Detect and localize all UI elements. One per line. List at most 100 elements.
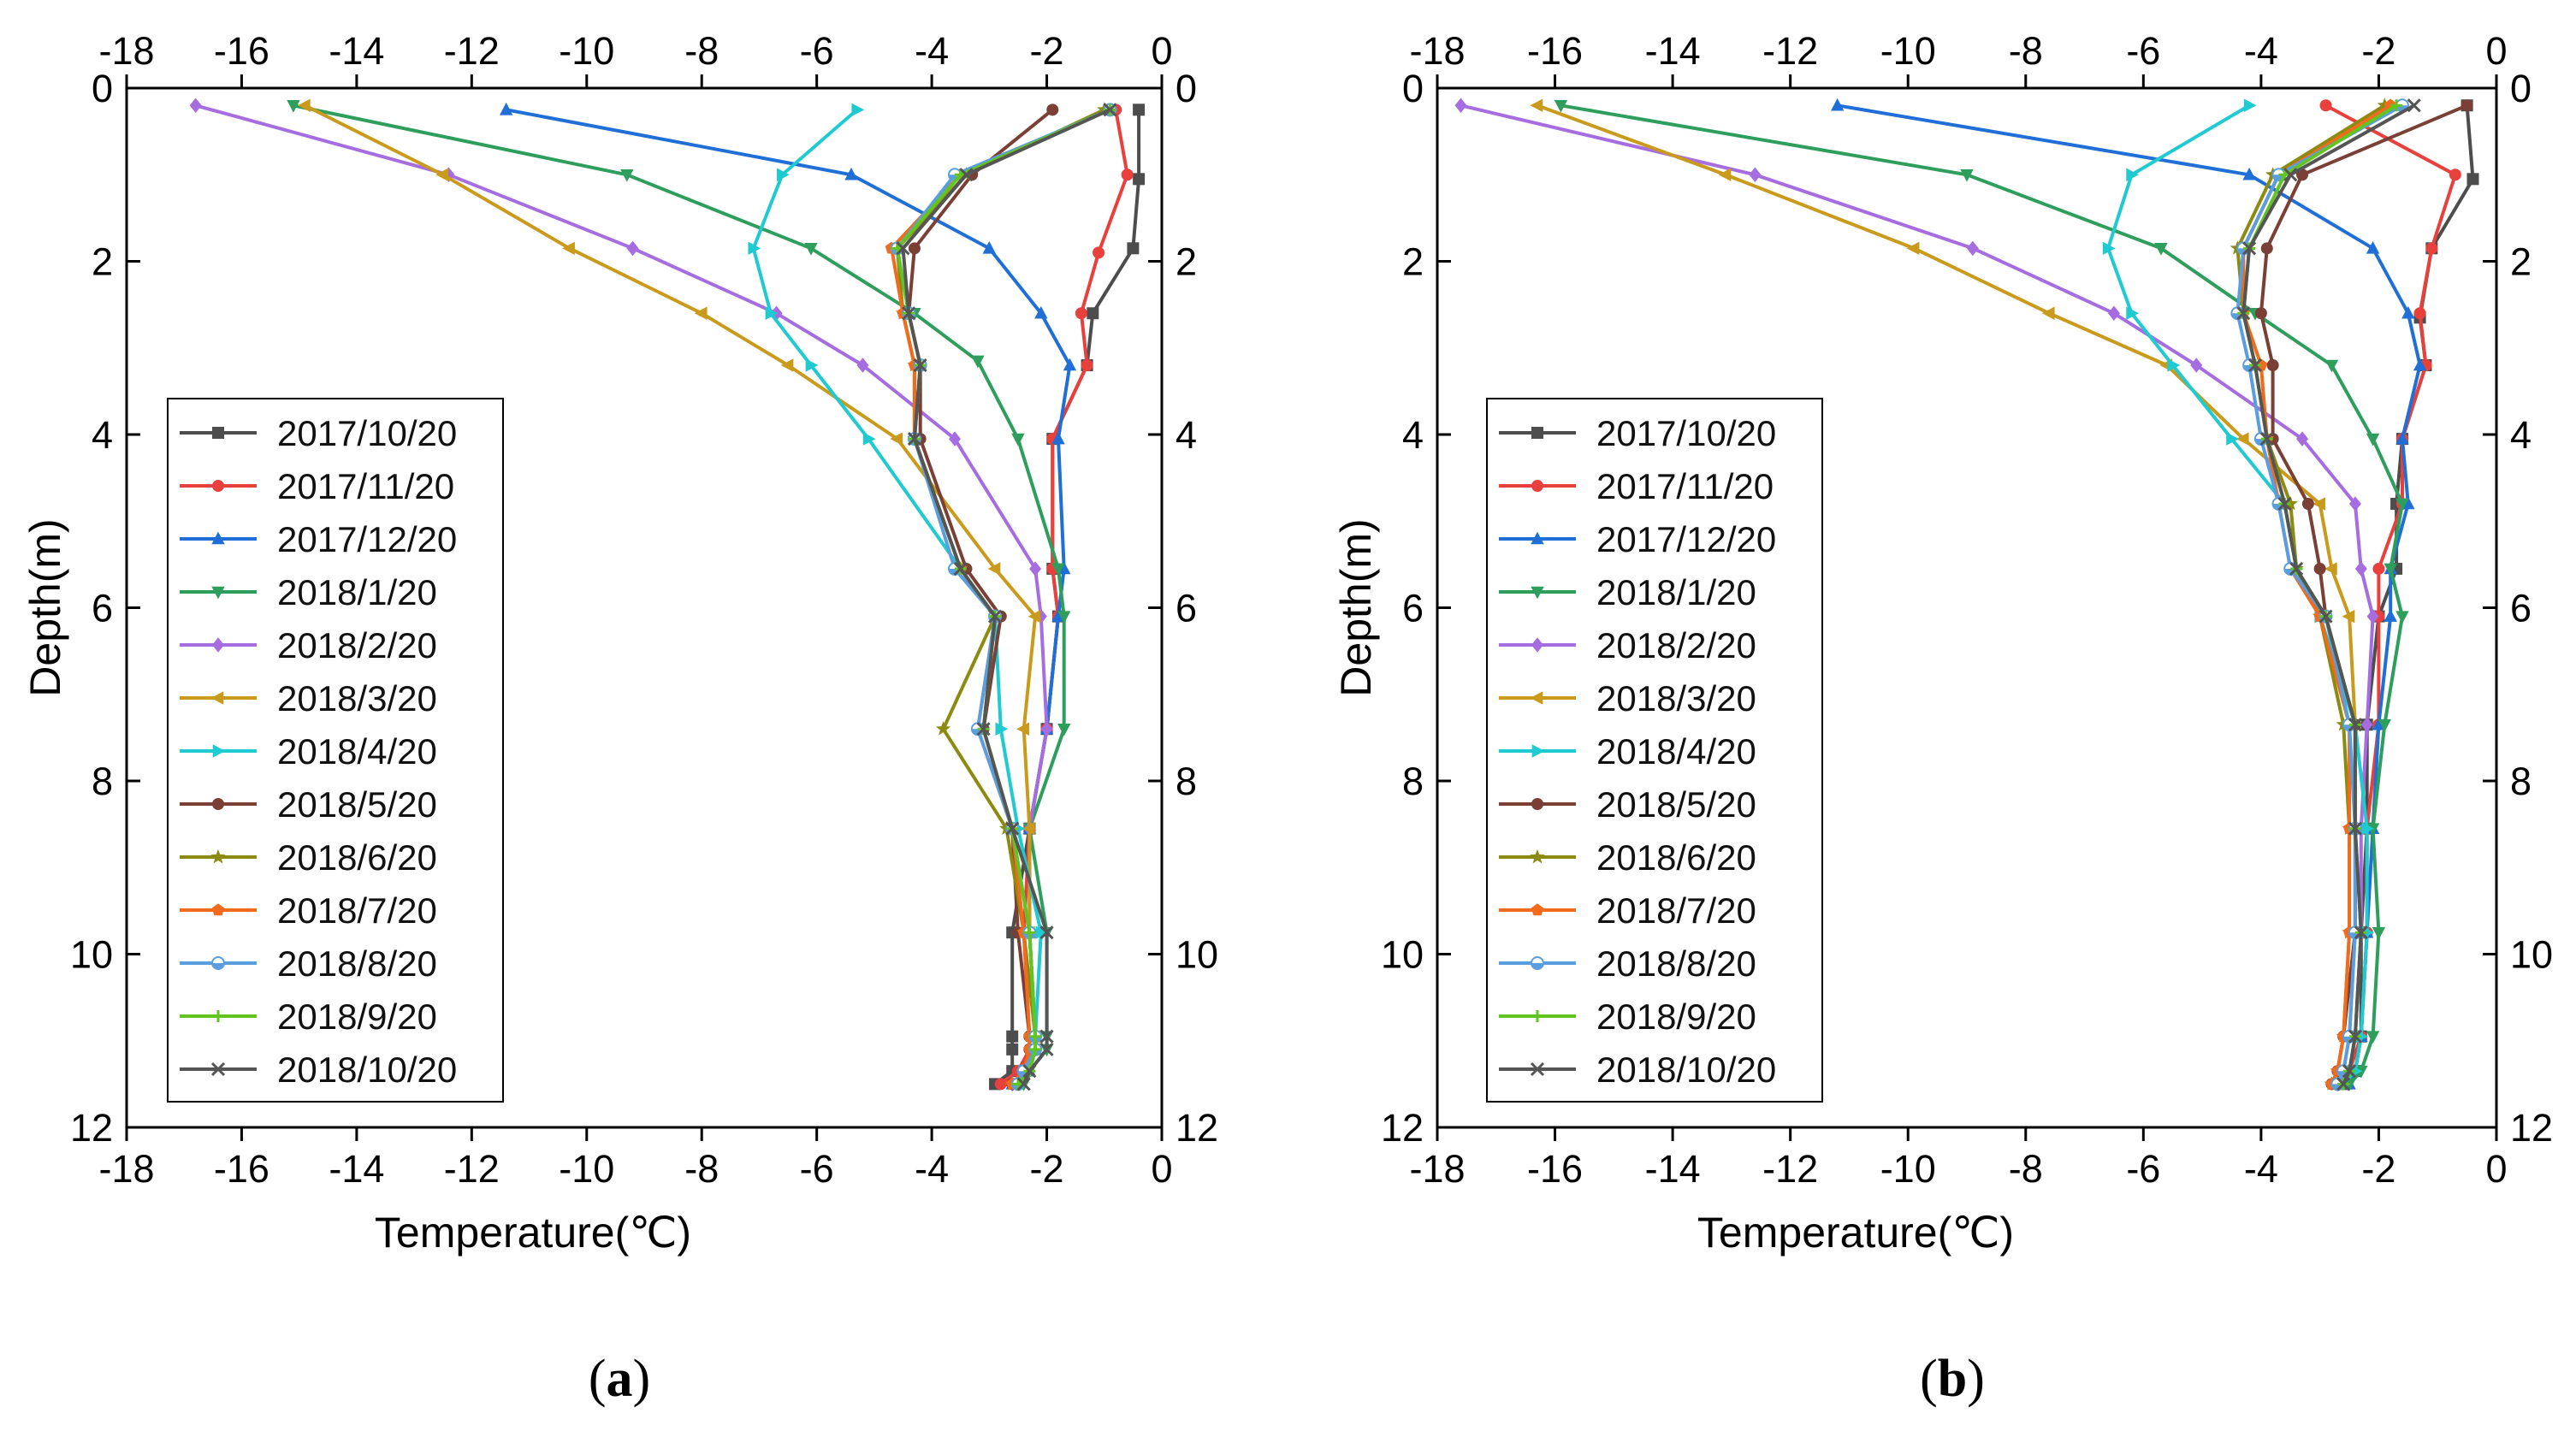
data-point bbox=[2366, 608, 2379, 624]
chart-panel-b: -18 -18 -16 -16 -14 -14 -12 -12 -10 -10 -8 -8 -6 -6 -4… bbox=[1332, 29, 2553, 1408]
data-point bbox=[1027, 609, 1041, 624]
legend-marker bbox=[212, 798, 224, 810]
data-point bbox=[2235, 432, 2249, 446]
x-tick-label-top: -16 bbox=[214, 29, 269, 73]
x-tick-label-bottom: -16 bbox=[214, 1147, 269, 1191]
legend-item: 2017/11/20 bbox=[1499, 466, 1774, 506]
data-point bbox=[2283, 168, 2298, 182]
y-tick-label-right: 10 bbox=[1175, 933, 1218, 977]
x-tick-label-top: -2 bbox=[1030, 29, 1064, 73]
legend-marker bbox=[1531, 480, 1543, 492]
legend-label: 2018/2/20 bbox=[277, 625, 437, 665]
data-point bbox=[1127, 242, 1140, 255]
legend-label: 2018/10/20 bbox=[277, 1050, 457, 1090]
data-point bbox=[971, 355, 985, 369]
x-tick-label-top: -8 bbox=[2009, 29, 2043, 73]
legend-marker bbox=[211, 531, 225, 545]
x-tick-label-bottom: -16 bbox=[1527, 1147, 1583, 1191]
y-tick-label-right: 8 bbox=[1175, 760, 1197, 803]
legend-item: 2018/2/20 bbox=[1499, 625, 1756, 665]
legend-item: 2018/4/20 bbox=[180, 731, 437, 772]
legend-label: 2018/9/20 bbox=[277, 996, 437, 1037]
y-tick-label-left: 12 bbox=[1381, 1106, 1424, 1150]
data-point bbox=[953, 561, 968, 576]
data-point bbox=[287, 99, 300, 113]
legend-item: 2018/9/20 bbox=[1499, 996, 1756, 1037]
data-point bbox=[435, 168, 449, 181]
x-tick-label-bottom: -8 bbox=[2009, 1147, 2043, 1191]
data-point bbox=[765, 306, 779, 320]
x-tick-label-bottom: -18 bbox=[1409, 1147, 1465, 1191]
legend-label: 2018/6/20 bbox=[1596, 837, 1756, 878]
legend-item: 2018/5/20 bbox=[180, 784, 437, 825]
data-point bbox=[987, 609, 1003, 624]
series-2017-12-20 bbox=[499, 102, 1077, 1090]
data-point bbox=[1087, 307, 1099, 320]
panel-label: (b) bbox=[1920, 1350, 1985, 1408]
data-point bbox=[907, 432, 922, 446]
data-point bbox=[2260, 242, 2273, 255]
data-point bbox=[2372, 562, 2385, 575]
data-point bbox=[2401, 496, 2415, 510]
data-point bbox=[1039, 1042, 1054, 1056]
y-tick-label-left: 0 bbox=[92, 67, 113, 110]
data-point bbox=[2348, 718, 2362, 732]
data-point bbox=[2324, 359, 2339, 373]
data-point bbox=[844, 167, 858, 180]
data-point bbox=[2425, 242, 2438, 255]
legend-item: 2018/6/20 bbox=[180, 837, 437, 878]
data-point bbox=[908, 242, 921, 255]
data-point bbox=[2289, 561, 2304, 576]
data-point bbox=[804, 243, 818, 256]
data-point bbox=[1016, 722, 1029, 736]
data-point bbox=[1006, 1030, 1019, 1043]
x-axis-title: Temperature(℃) bbox=[1697, 1209, 2014, 1257]
data-point bbox=[2449, 169, 2461, 181]
data-point bbox=[748, 241, 761, 256]
data-point bbox=[1830, 98, 1845, 111]
legend-label: 2018/5/20 bbox=[277, 784, 437, 825]
legend-marker bbox=[1530, 849, 1545, 864]
y-tick-label-right: 8 bbox=[2510, 760, 2532, 803]
chart-panel-a: -18 -18 -16 -16 -14 -14 -12 -12 -10 -10 -8 -8 -6 -6 -4… bbox=[21, 29, 1218, 1408]
legend-marker bbox=[1531, 744, 1545, 758]
legend: 2017/10/20 2017/11/20 2017/12/20 2018/1/20 2… bbox=[167, 398, 504, 1103]
series-2017-12-20 bbox=[1830, 98, 2427, 1090]
legend-label: 2018/8/20 bbox=[277, 943, 437, 984]
series-2018-10-20 bbox=[896, 103, 1117, 1091]
y-tick-label-left: 0 bbox=[1402, 67, 1424, 110]
legend-item: 2017/12/20 bbox=[180, 519, 457, 559]
x-tick-label-top: 0 bbox=[1151, 29, 1172, 73]
y-tick-label-left: 4 bbox=[92, 413, 113, 457]
data-point bbox=[2190, 358, 2203, 373]
legend-item: 2018/1/20 bbox=[180, 572, 437, 612]
legend-item: 2018/3/20 bbox=[1499, 678, 1756, 718]
data-point bbox=[2461, 99, 2473, 112]
series-2018-8-20 bbox=[890, 103, 1117, 1091]
y-axis-title: Depth(m) bbox=[1332, 518, 1380, 696]
data-point bbox=[2319, 99, 2332, 112]
panel-label: (a) bbox=[589, 1350, 650, 1408]
legend-item: 2018/4/20 bbox=[1499, 731, 1756, 772]
x-tick-label-top: -2 bbox=[2361, 29, 2395, 73]
legend-marker bbox=[1531, 903, 1544, 916]
data-point bbox=[1075, 307, 1087, 320]
data-point bbox=[620, 169, 634, 182]
data-point bbox=[2372, 926, 2386, 940]
legend: 2017/10/20 2017/11/20 2017/12/20 2018/1/20 2… bbox=[1486, 398, 1823, 1103]
data-point bbox=[2377, 98, 2392, 112]
series-line bbox=[895, 108, 1105, 1085]
data-point bbox=[2407, 98, 2421, 113]
data-point bbox=[1039, 925, 1054, 940]
data-point bbox=[1103, 103, 1117, 117]
data-point bbox=[1029, 1030, 1042, 1043]
y-tick-label-right: 12 bbox=[2510, 1106, 2553, 1150]
data-point bbox=[2296, 431, 2309, 446]
data-point bbox=[626, 240, 639, 257]
data-point bbox=[1051, 563, 1065, 577]
legend-item: 2018/5/20 bbox=[1499, 784, 1756, 825]
data-point bbox=[2126, 306, 2139, 320]
x-tick-label-top: -4 bbox=[915, 29, 949, 73]
legend-label: 2017/11/20 bbox=[277, 466, 454, 506]
data-point bbox=[1022, 1064, 1037, 1079]
